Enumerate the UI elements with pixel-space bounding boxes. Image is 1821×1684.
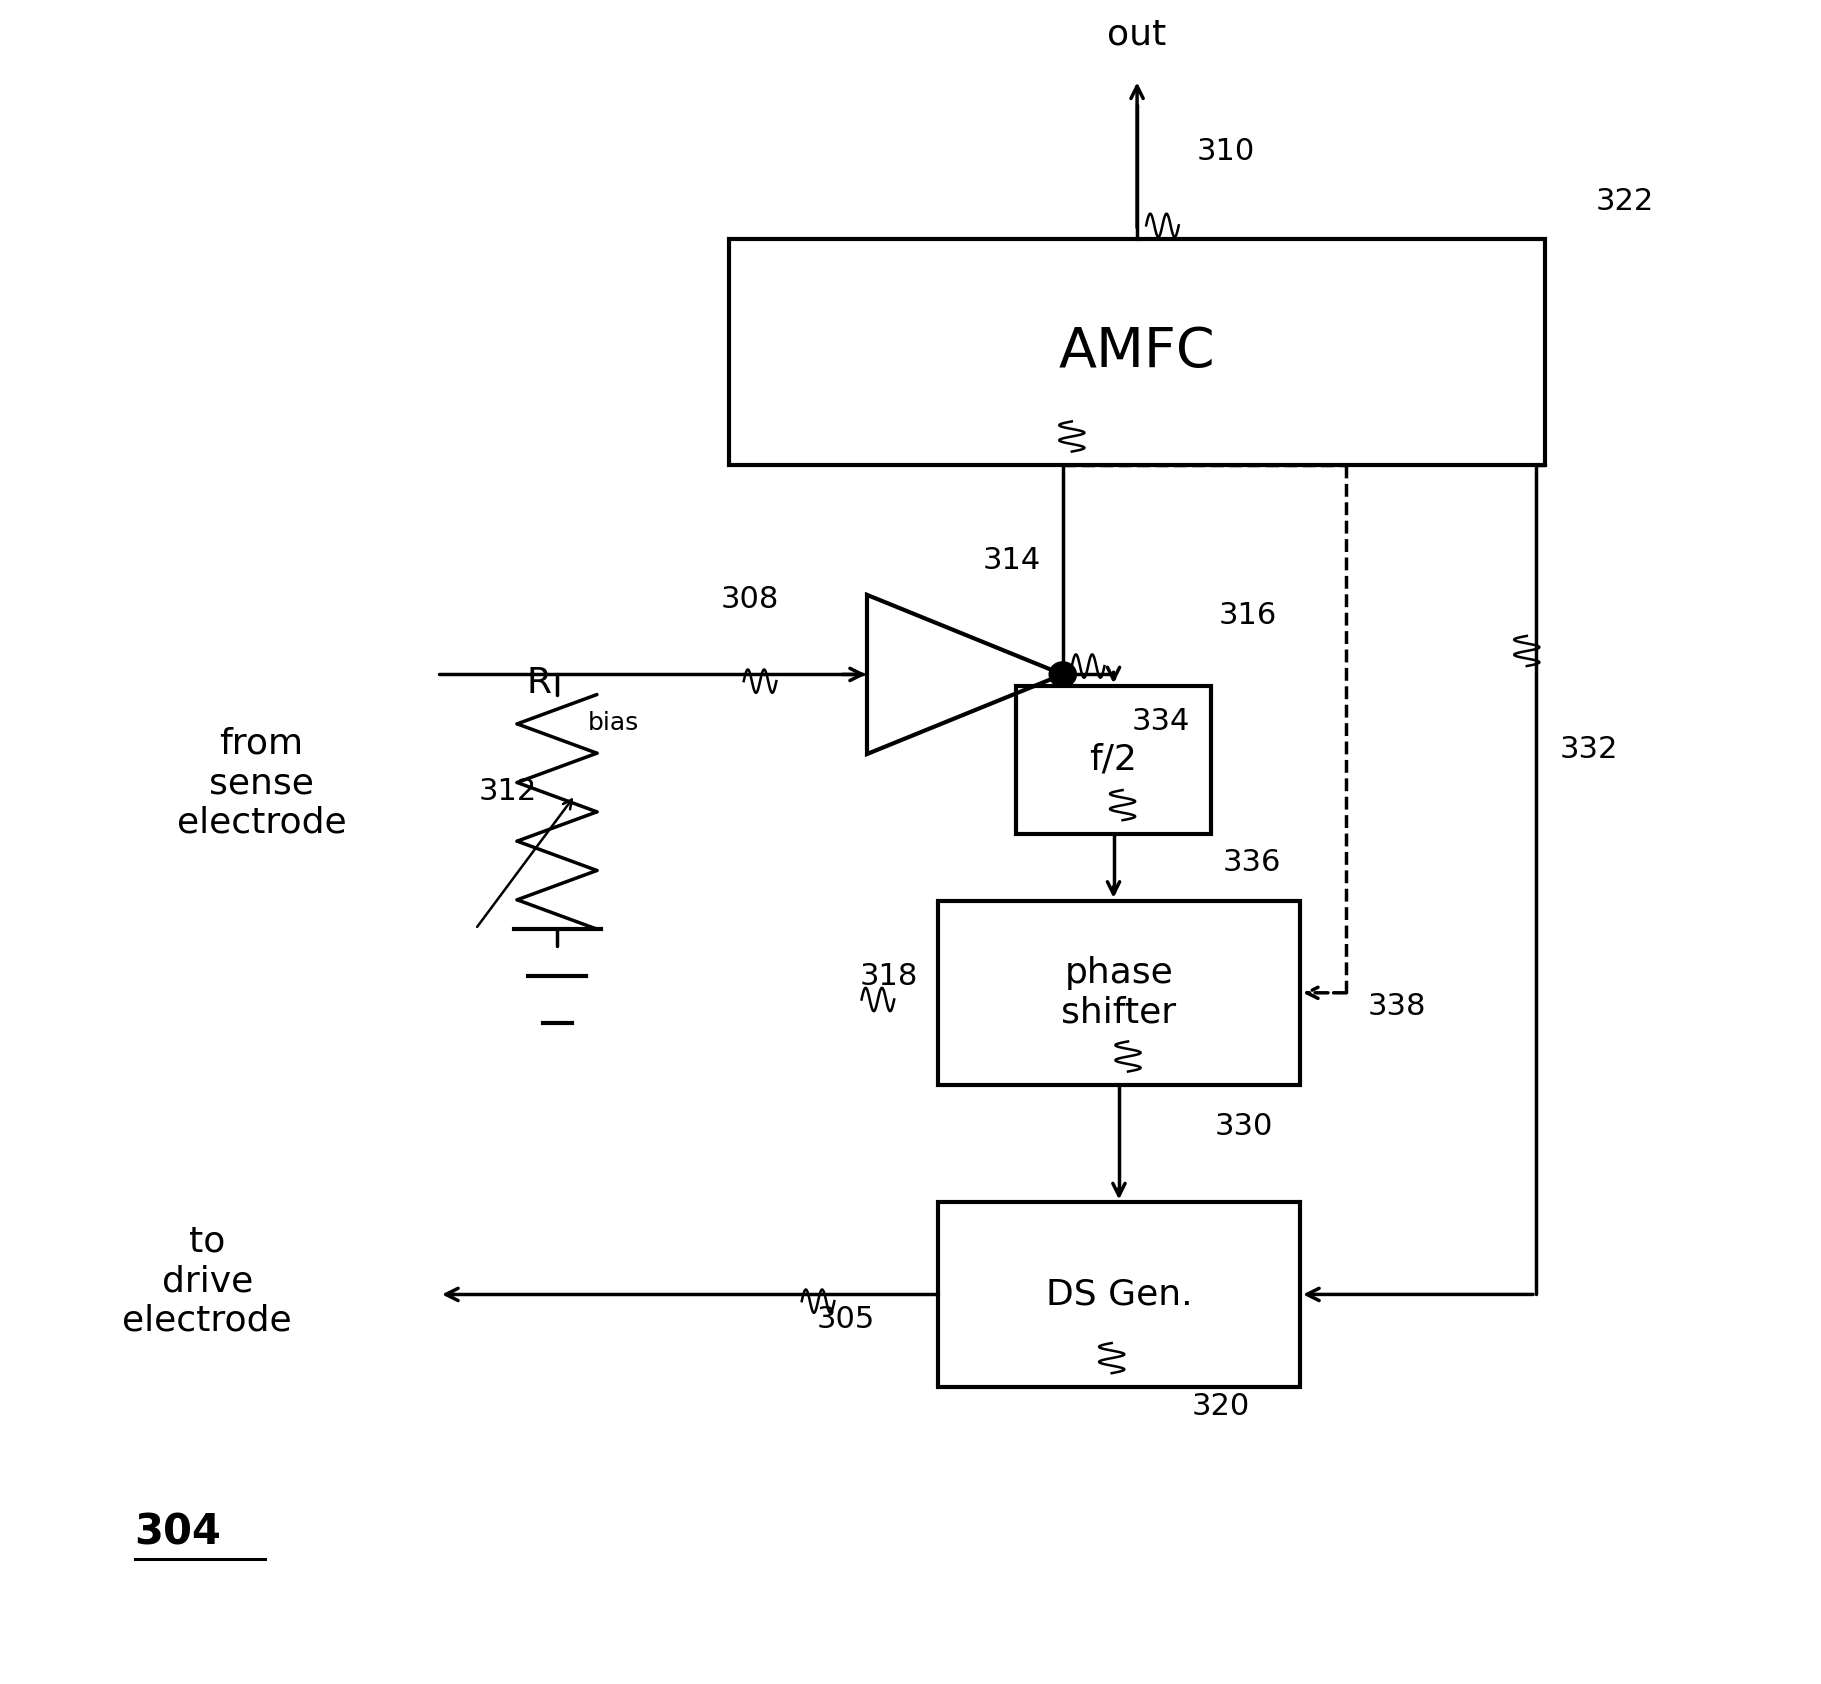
Text: R: R [526, 665, 552, 701]
Text: 314: 314 [983, 546, 1042, 574]
Text: 310: 310 [1196, 136, 1255, 167]
Text: 304: 304 [135, 1511, 222, 1553]
Text: to
drive
electrode: to drive electrode [122, 1224, 291, 1337]
Text: 316: 316 [1218, 601, 1277, 630]
Text: 318: 318 [860, 962, 918, 990]
Text: 312: 312 [479, 778, 537, 807]
Bar [938, 1202, 1300, 1386]
Text: f/2: f/2 [1089, 743, 1138, 776]
Text: 322: 322 [1595, 187, 1653, 217]
Text: phase
shifter: phase shifter [1062, 957, 1176, 1029]
Text: 336: 336 [1222, 847, 1280, 877]
Bar [1016, 685, 1211, 834]
Text: 332: 332 [1559, 736, 1617, 765]
Text: 330: 330 [1215, 1113, 1273, 1142]
Text: AMFC: AMFC [1058, 325, 1215, 379]
Bar [728, 239, 1544, 465]
Text: 338: 338 [1368, 992, 1426, 1021]
Circle shape [1049, 662, 1076, 687]
Text: out: out [1107, 17, 1167, 51]
Text: from
sense
electrode: from sense electrode [177, 727, 346, 840]
Text: 334: 334 [1131, 707, 1189, 736]
Text: DS Gen.: DS Gen. [1045, 1278, 1193, 1312]
Text: 305: 305 [816, 1305, 874, 1334]
Text: 320: 320 [1191, 1393, 1249, 1421]
Bar [938, 901, 1300, 1084]
Text: bias: bias [588, 711, 639, 736]
Text: 308: 308 [719, 584, 779, 613]
